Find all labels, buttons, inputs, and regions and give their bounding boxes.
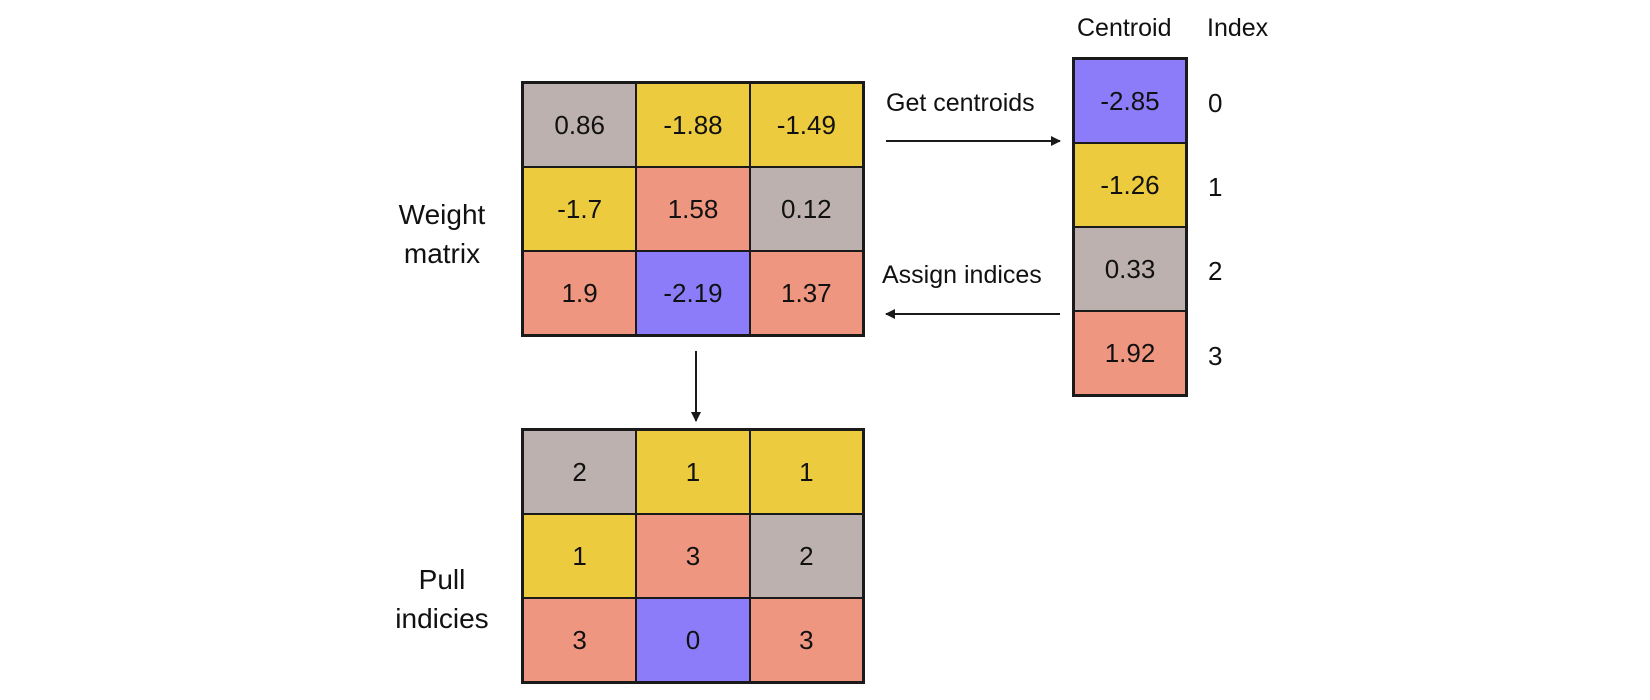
index-cell: 1 [636, 430, 750, 514]
index-header: Index [1207, 14, 1269, 42]
get-centroids-label: Get centroids [886, 89, 1035, 117]
centroid-index-1: 1 [1208, 172, 1223, 202]
weight-cell: 0.86 [523, 83, 637, 167]
centroid-cell: 0.33 [1074, 227, 1186, 311]
index-cell: 3 [523, 598, 637, 682]
weight-matrix-grid: 0.86 -1.88 -1.49 -1.7 1.58 0.12 1.9 -2.19 1.37 [521, 81, 865, 337]
centroid-cell: -1.26 [1074, 143, 1186, 227]
centroid-index-3: 3 [1208, 341, 1223, 371]
centroid-cell: -2.85 [1074, 59, 1186, 143]
weight-cell: 1.58 [636, 167, 750, 251]
weight-matrix-label: Weight matrix [398, 199, 486, 270]
weight-cell: 0.12 [749, 167, 863, 251]
index-cell: 2 [749, 514, 863, 598]
weight-cell: 1.9 [523, 251, 637, 335]
centroid-index-2: 2 [1208, 256, 1223, 286]
centroid-header: Centroid [1077, 14, 1172, 42]
centroid-cell: 1.92 [1074, 311, 1186, 395]
index-cell: 3 [749, 598, 863, 682]
weight-cell: -1.49 [749, 83, 863, 167]
index-cell: 2 [523, 430, 637, 514]
index-cell: 1 [749, 430, 863, 514]
centroid-index-0: 0 [1208, 88, 1223, 118]
weight-cell: -2.19 [636, 251, 750, 335]
centroid-column: -2.85 -1.26 0.33 1.92 [1072, 57, 1188, 397]
index-cell: 0 [636, 598, 750, 682]
weight-cell: 1.37 [749, 251, 863, 335]
index-cell: 3 [636, 514, 750, 598]
pull-indices-label: Pull indicies [395, 564, 489, 635]
index-cell: 1 [523, 514, 637, 598]
weight-cell: -1.7 [523, 167, 637, 251]
weight-cell: -1.88 [636, 83, 750, 167]
assign-indices-label: Assign indices [882, 261, 1042, 289]
